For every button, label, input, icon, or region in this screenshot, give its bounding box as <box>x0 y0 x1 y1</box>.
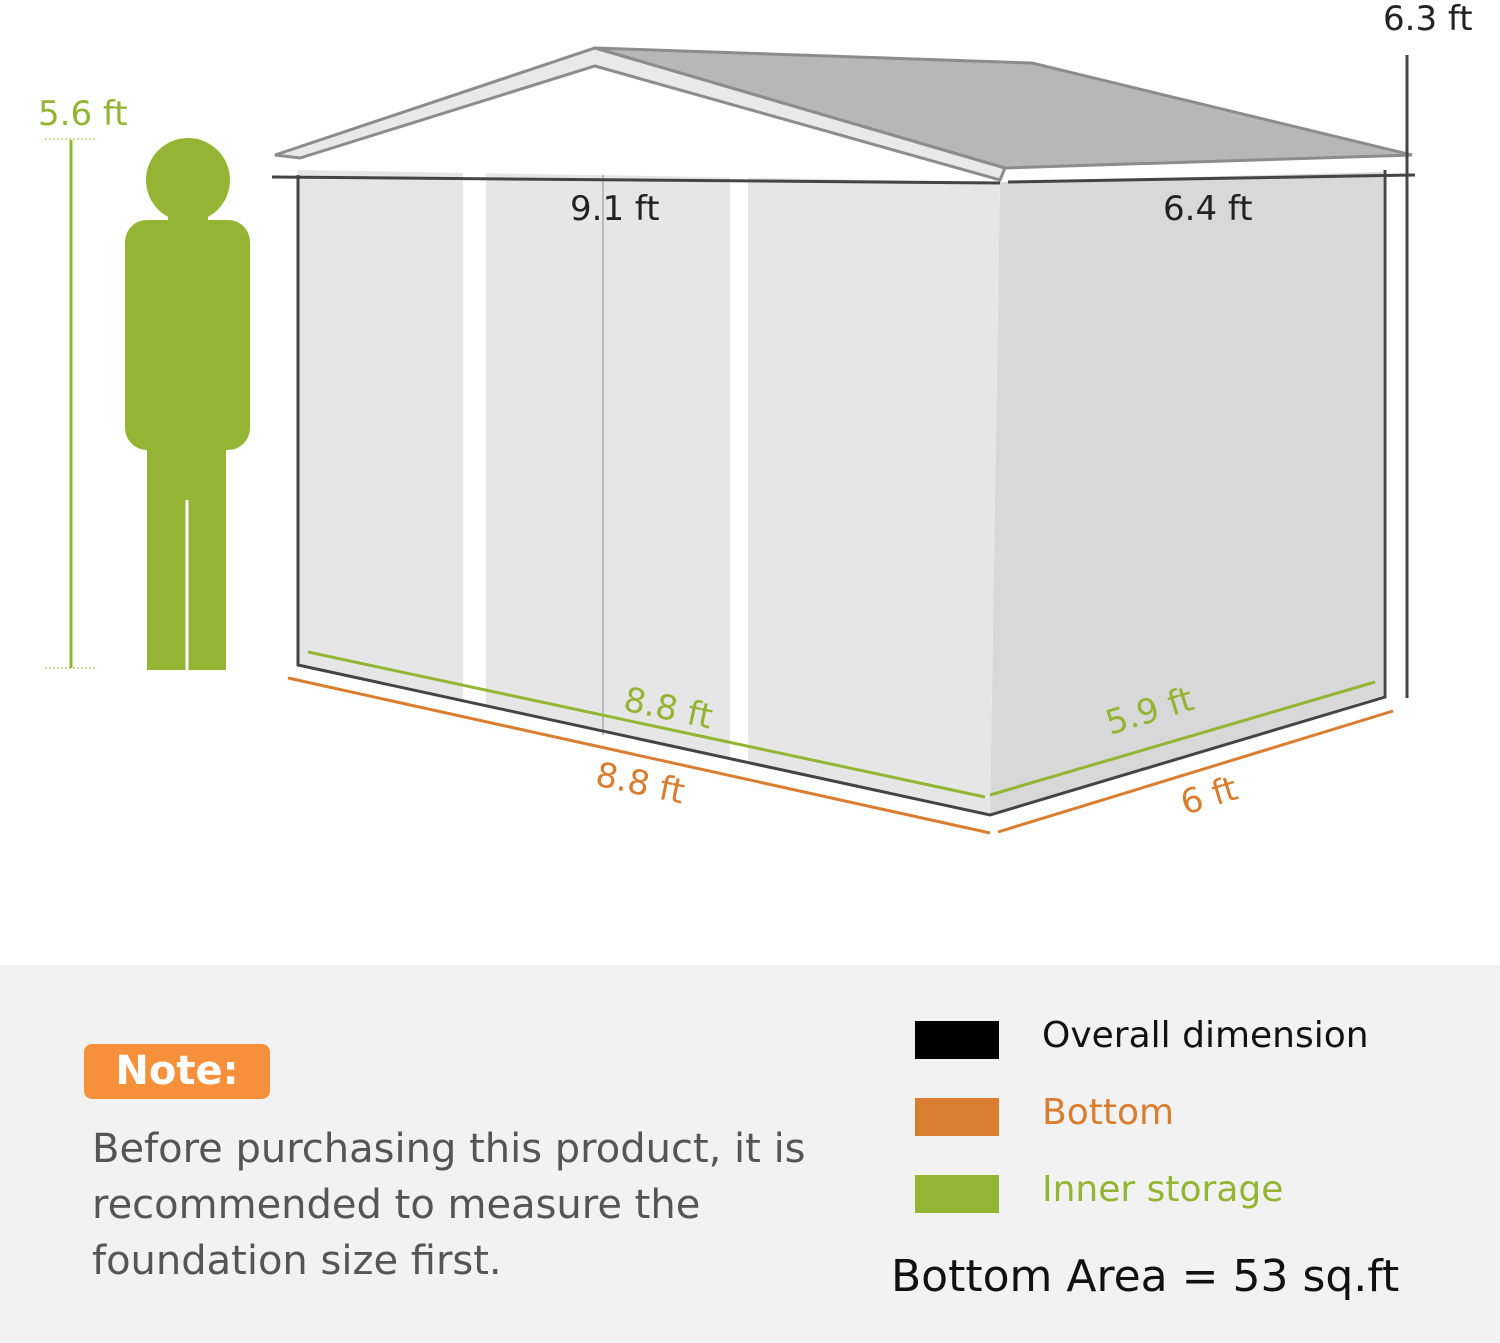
bottom-area-text: Bottom Area = 53 sq.ft <box>891 1251 1400 1302</box>
legend-swatch-orange <box>915 1098 999 1136</box>
bottom-width-line <box>287 676 991 835</box>
overall-width-label: 9.1 ft <box>570 189 660 229</box>
overall-width-line <box>271 175 1001 185</box>
note-badge: Note: <box>84 1044 270 1099</box>
bottom-depth-label: 6 ft <box>1176 769 1242 824</box>
shed-side-wall <box>990 172 1385 815</box>
roof-gable <box>274 46 1008 182</box>
shed-drawing: 5.6 ft 6.3 ft 9.1 ft 6.4 ft 8.8 ft 8.8 f… <box>38 0 1473 835</box>
legend-swatch-black <box>915 1021 999 1059</box>
door-frame-right <box>730 165 748 765</box>
overall-base-line <box>296 170 1387 817</box>
inner-width-line <box>307 650 986 799</box>
bottom-depth-line <box>997 709 1394 834</box>
door-frame-left <box>463 160 486 705</box>
person-height-label: 5.6 ft <box>38 94 128 134</box>
overall-height-label: 6.3 ft <box>1383 0 1473 39</box>
legend-label: Inner storage <box>1042 1169 1284 1210</box>
overall-depth-label: 6.4 ft <box>1163 189 1253 229</box>
legend-label: Overall dimension <box>1042 1015 1369 1056</box>
note-text: Before purchasing this product, it is re… <box>92 1126 806 1284</box>
roof-side <box>594 46 1413 170</box>
legend-label: Bottom <box>1042 1092 1175 1133</box>
legend-swatch-green <box>915 1175 999 1213</box>
person-silhouette <box>125 138 250 670</box>
inner-depth-line <box>989 680 1376 797</box>
info-panel: Note: Before purchasing this product, it… <box>0 965 1500 1343</box>
overall-depth-line <box>1007 173 1416 184</box>
